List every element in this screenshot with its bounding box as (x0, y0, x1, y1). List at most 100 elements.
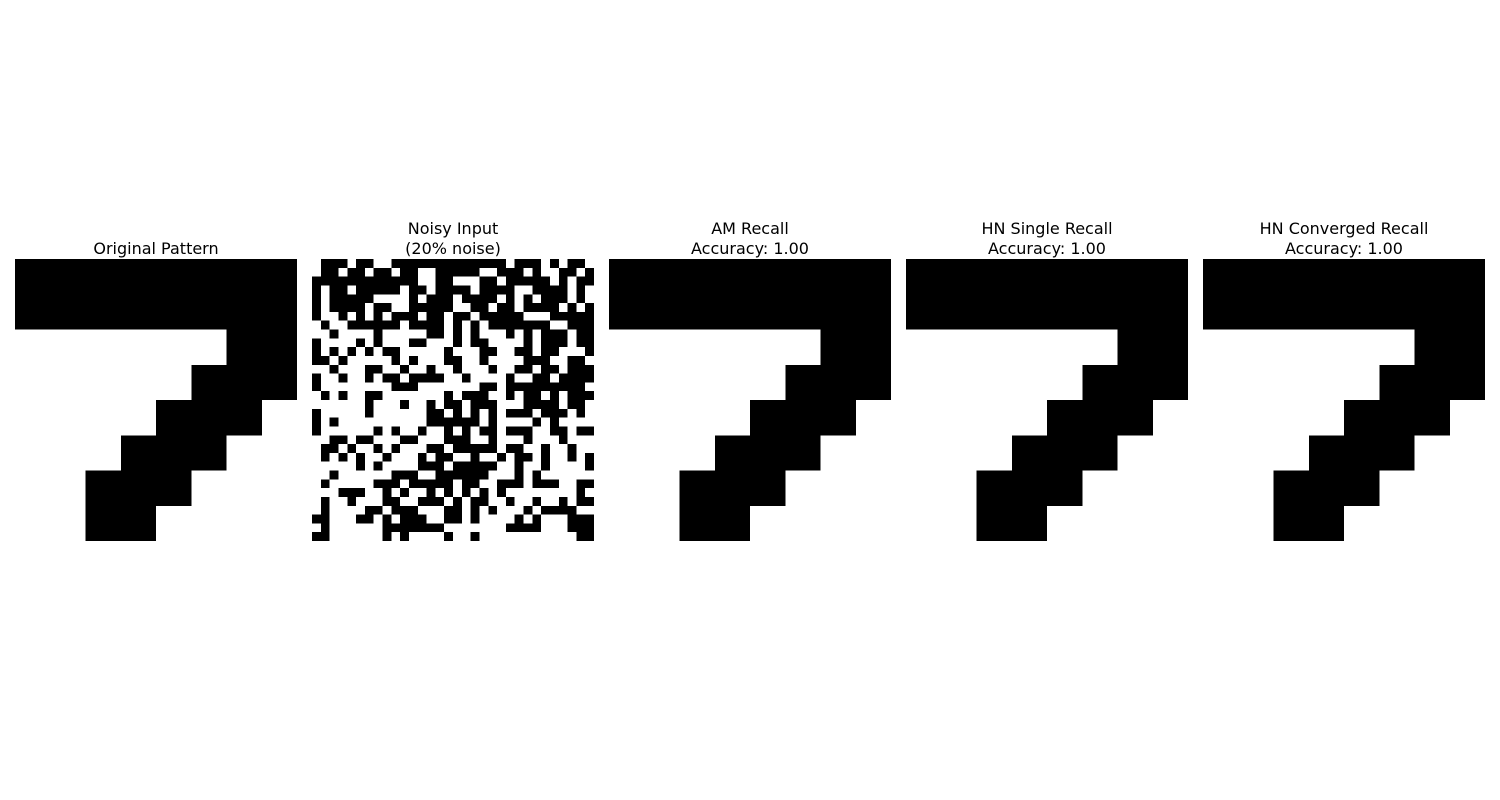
am-recall-pixel (802, 400, 812, 409)
hn-single-pixel (1179, 364, 1188, 374)
original-pixel (147, 479, 156, 489)
am-recall-pixel (820, 276, 830, 286)
hn-converged-pixel (1388, 267, 1397, 277)
original-pixel (226, 400, 236, 409)
am-recall-pixel (802, 364, 812, 374)
hn-single-pixel (1135, 355, 1144, 365)
original-pixel (156, 311, 165, 321)
hn-converged-pixel (1449, 320, 1459, 330)
am-recall-pixel (617, 303, 627, 312)
hn-single-pixel (1161, 276, 1171, 286)
am-recall-pixel (767, 470, 777, 480)
original-pixel (138, 505, 148, 515)
noisy-pixel (470, 329, 480, 339)
original-pixel (270, 373, 280, 383)
hn-single-pixel (976, 267, 986, 277)
hn-single-pixel (1020, 479, 1030, 489)
hn-single-pixel (1091, 267, 1100, 277)
original-pixel (129, 496, 139, 506)
noisy-pixel (514, 523, 524, 533)
am-recall-pixel (714, 267, 724, 277)
am-recall-pixel (838, 320, 847, 330)
am-recall-pixel (741, 470, 750, 480)
hn-single-pixel (958, 276, 968, 286)
hn-single-pixel (1011, 294, 1021, 304)
am-recall-pixel (811, 294, 821, 304)
original-pixel (279, 329, 289, 339)
am-recall-pixel (811, 391, 821, 400)
hn-converged-pixel (1273, 320, 1283, 330)
hn-single-pixel (1091, 294, 1100, 304)
hn-single-pixel (1126, 373, 1136, 383)
am-recall-pixel (741, 276, 750, 286)
noisy-pixel (426, 479, 436, 489)
hn-single-pixel (1047, 452, 1056, 462)
hn-converged-pixel (1361, 320, 1371, 330)
hn-converged-pixel (1361, 303, 1371, 312)
am-recall-pixel (705, 303, 715, 312)
hn-converged-pixel (1361, 417, 1371, 427)
am-recall-pixel (776, 452, 786, 462)
original-pixel (164, 479, 174, 489)
original-pixel (270, 382, 280, 392)
hn-single-pixel (1179, 285, 1188, 295)
noisy-pixel (391, 479, 401, 489)
hn-converged-pixel (1344, 444, 1353, 453)
hn-single-pixel (976, 488, 986, 497)
original-pixel (200, 311, 209, 321)
am-recall-pixel (882, 373, 891, 383)
hn-converged-pixel (1370, 400, 1380, 409)
noisy-pixel (444, 347, 453, 356)
original-pixel (15, 259, 24, 268)
original-pixel (147, 514, 156, 524)
original-pixel (279, 267, 289, 277)
am-recall-pixel (661, 267, 671, 277)
hn-single-pixel (1055, 285, 1065, 295)
am-recall-pixel (697, 470, 706, 480)
am-recall-pixel (750, 444, 759, 453)
am-recall-pixel (838, 294, 847, 304)
am-recall-pixel (785, 444, 795, 453)
hn-converged-pixel (1282, 303, 1292, 312)
original-pixel (94, 276, 104, 286)
am-recall-pixel (785, 417, 795, 427)
hn-converged-pixel (1440, 276, 1450, 286)
hn-converged-pixel (1273, 523, 1283, 533)
hn-converged-pixel (1388, 364, 1397, 374)
am-recall-pixel (697, 523, 706, 533)
noisy-pixel (400, 523, 409, 533)
noisy-pixel (567, 311, 577, 321)
hn-single-pixel (1091, 426, 1100, 436)
am-recall-pixel (688, 470, 698, 480)
title-line: Original Pattern (93, 239, 219, 258)
noisy-pixel (549, 364, 559, 374)
hn-converged-pixel (1414, 320, 1424, 330)
original-pixel (147, 294, 156, 304)
noisy-pixel (549, 382, 559, 392)
noisy-pixel (576, 276, 586, 286)
am-recall-image (609, 259, 891, 541)
noisy-pixel (541, 479, 550, 489)
noisy-pixel (426, 303, 436, 312)
noisy-pixel (549, 426, 559, 436)
hn-single-pixel (1152, 364, 1162, 374)
noisy-pixel (514, 408, 524, 418)
original-pixel (182, 303, 192, 312)
am-recall-pixel (741, 267, 750, 277)
original-pixel (94, 320, 104, 330)
original-pixel (252, 364, 262, 374)
original-pixel (15, 285, 24, 295)
hn-single-pixel (1064, 426, 1074, 436)
hn-converged-pixel (1423, 320, 1433, 330)
hn-converged-pixel (1282, 276, 1292, 286)
am-recall-pixel (750, 461, 759, 471)
hn-single-pixel (1091, 311, 1100, 321)
am-recall-pixel (776, 444, 786, 453)
original-pixel (208, 426, 218, 436)
original-pixel (191, 276, 201, 286)
hn-converged-pixel (1344, 408, 1353, 418)
noisy-pixel (488, 347, 498, 356)
hn-converged-pixel (1326, 294, 1336, 304)
hn-converged-pixel (1282, 285, 1292, 295)
original-pixel (279, 338, 289, 348)
